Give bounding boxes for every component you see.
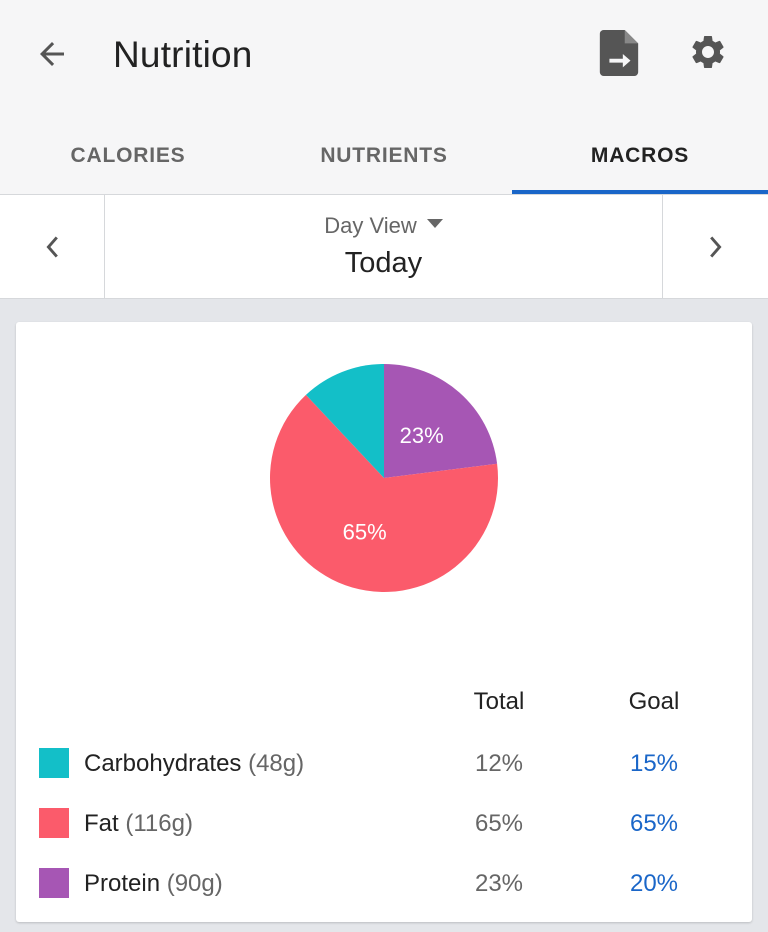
chevron-left-icon xyxy=(46,235,58,258)
macros-pie-chart: 23% 65% xyxy=(270,364,498,592)
caret-down-icon xyxy=(426,218,443,228)
macro-name: Fat xyxy=(84,810,119,837)
macro-name-wrap: Protein (90g) xyxy=(84,866,223,902)
tab-nutrients[interactable]: NUTRIENTS xyxy=(320,144,448,167)
export-button[interactable] xyxy=(594,28,644,78)
gear-icon xyxy=(692,35,724,68)
current-date: Today xyxy=(344,247,423,279)
macro-grams: (116g) xyxy=(125,810,193,837)
view-mode-dropdown[interactable]: Day View xyxy=(105,213,662,239)
pie-label-protein: 23% xyxy=(400,423,444,448)
pie-slice-fat xyxy=(270,394,498,592)
pie-label-fat: 65% xyxy=(343,520,387,545)
app-bar: Nutrition CALORIES NUTRIENTS MACROS xyxy=(0,0,768,195)
pie-slice-carbohydrates xyxy=(305,364,384,478)
tab-macros[interactable]: MACROS xyxy=(512,118,768,194)
macro-total: 23% xyxy=(474,870,524,897)
macro-goal: 65% xyxy=(629,810,679,837)
chevron-right-icon xyxy=(709,235,722,258)
tab-calories[interactable]: CALORIES xyxy=(70,144,186,167)
macro-row-protein: Protein (90g) 23% 20% xyxy=(16,866,752,906)
date-selector: Day View Today xyxy=(105,195,662,298)
macro-row-carbohydrates: Carbohydrates (48g) 12% 15% xyxy=(16,746,752,786)
back-button[interactable] xyxy=(26,28,78,80)
total-column-header: Total xyxy=(473,688,525,715)
pie-slice-protein xyxy=(384,364,498,478)
legend-swatch-carbohydrates xyxy=(39,748,69,778)
macro-name-wrap: Carbohydrates (48g) xyxy=(84,746,304,782)
macro-total: 65% xyxy=(474,810,524,837)
settings-button[interactable] xyxy=(682,26,734,78)
macro-name-wrap: Fat (116g) xyxy=(84,806,193,842)
file-export-icon xyxy=(599,30,639,76)
macro-grams: (90g) xyxy=(166,870,223,897)
previous-day-button[interactable] xyxy=(0,195,105,298)
goal-column-header: Goal xyxy=(628,688,680,715)
macro-name: Carbohydrates xyxy=(84,750,242,777)
macro-row-fat: Fat (116g) 65% 65% xyxy=(16,806,752,846)
macro-name: Protein xyxy=(84,870,161,897)
macro-total: 12% xyxy=(474,750,524,777)
macro-grams: (48g) xyxy=(248,750,305,777)
legend-swatch-protein xyxy=(39,868,69,898)
legend-swatch-fat xyxy=(39,808,69,838)
macro-goal: 15% xyxy=(629,750,679,777)
next-day-button[interactable] xyxy=(662,195,768,298)
macros-card: 23% 65% Total Goal Carbohydrates (48g) 12… xyxy=(16,322,752,922)
arrow-back-icon xyxy=(40,42,64,66)
tab-bar: CALORIES NUTRIENTS MACROS xyxy=(0,118,768,194)
view-mode-label: Day View xyxy=(324,213,417,238)
macro-goal: 20% xyxy=(629,870,679,897)
page-title: Nutrition xyxy=(113,34,253,75)
date-navigator: Day View Today xyxy=(0,195,768,299)
